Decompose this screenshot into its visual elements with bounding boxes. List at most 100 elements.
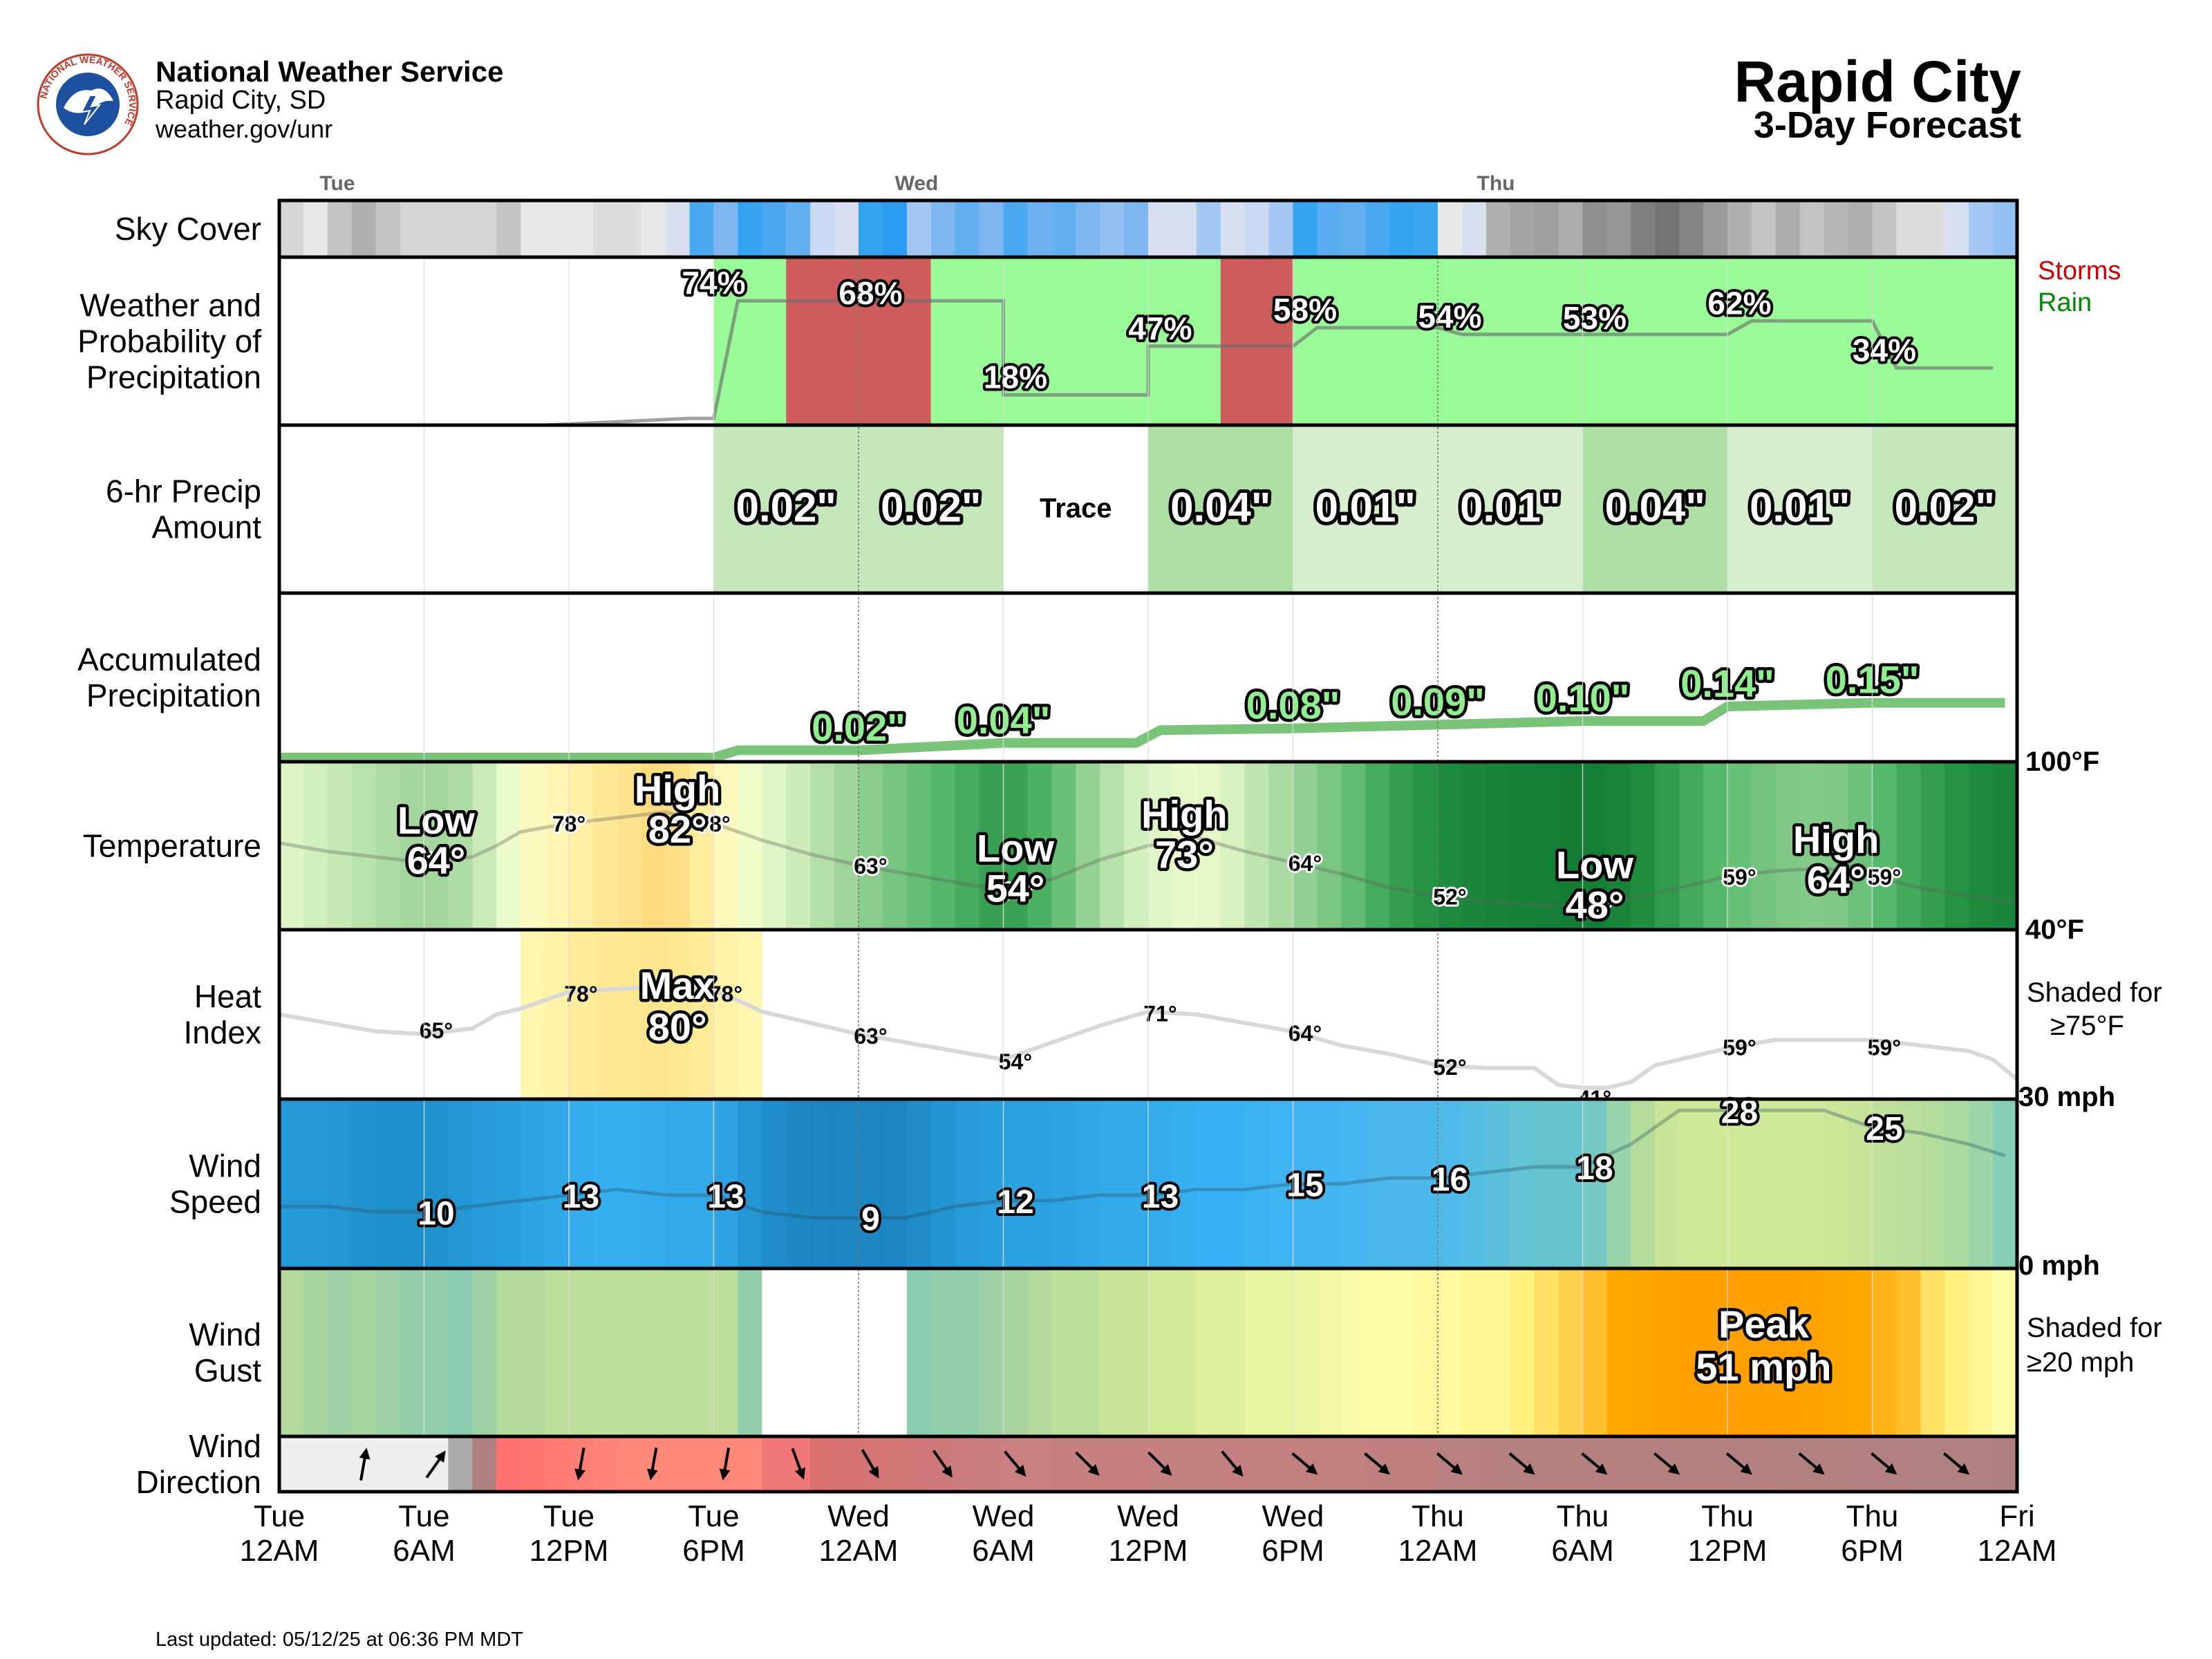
wind-dir-cell: [1244, 1436, 1270, 1492]
temp-cell: [762, 762, 787, 930]
panel-label-wdir: Wind: [189, 1428, 261, 1464]
wind-speed-cell: [1244, 1099, 1270, 1268]
logo-lightning-icon: [80, 95, 102, 125]
wind-speed-cell: [1438, 1099, 1463, 1268]
wind-speed-cell: [1679, 1099, 1704, 1268]
wind-gust-cell: [713, 1268, 739, 1436]
pop-label: 47%: [1128, 310, 1192, 346]
temp-cell: [1534, 762, 1559, 930]
wind-arrow-icon: [359, 1447, 371, 1481]
wind-gust-cell: [1655, 1268, 1680, 1436]
wind-speed-cell: [1920, 1099, 1945, 1268]
temp-extreme-value: 48°: [1566, 883, 1624, 927]
wind-dir-cell: [1751, 1436, 1777, 1492]
wind-arrow-icon: [425, 1450, 446, 1479]
panel-label-heat: Heat: [194, 979, 261, 1015]
wind-gust-cell: [1389, 1268, 1414, 1436]
temp-cell: [1268, 762, 1294, 930]
sky-cover-cell: [1848, 200, 1873, 257]
temp-cell: [713, 762, 739, 930]
heat-shade-cell: [521, 930, 545, 1099]
gust-peak-value: 51 mph: [1696, 1345, 1831, 1389]
temp-cell: [375, 762, 401, 930]
panel-label-heat: Index: [183, 1015, 261, 1051]
pop-label: 58%: [1273, 292, 1337, 328]
temp-cell: [1196, 762, 1221, 930]
sky-cover-cell: [906, 200, 932, 257]
x-tick-day: Thu: [1412, 1499, 1464, 1533]
sky-cover-cell: [689, 200, 715, 257]
wind-speed-label: 13: [707, 1179, 744, 1215]
wind-speed-cell: [1341, 1099, 1366, 1268]
wind-dir-cell: [1703, 1436, 1728, 1492]
wind-axis-max: 30 mph: [2018, 1082, 2115, 1112]
wind-speed-cell: [1969, 1099, 1994, 1268]
heat-point-label: 52°: [1433, 1055, 1466, 1080]
heat-shade-cell: [689, 930, 715, 1099]
sky-cover-cell: [1799, 200, 1825, 257]
sky-cover-cell: [1920, 200, 1945, 257]
wind-dir-cell: [882, 1436, 908, 1492]
wind-gust-cell: [762, 1268, 787, 1436]
wind-speed-cell: [882, 1099, 908, 1268]
temp-cell: [1485, 762, 1511, 930]
wind-gust-cell: [1944, 1268, 1969, 1436]
qpf-label: 0.04": [1605, 485, 1705, 531]
sky-cover-cell: [979, 200, 1004, 257]
wind-dir-cell: [1485, 1436, 1511, 1492]
wind-gust-cell: [617, 1268, 642, 1436]
wind-gust-cell: [496, 1268, 521, 1436]
wind-dir-cell: [303, 1436, 328, 1492]
sky-cover-cell: [1268, 200, 1294, 257]
panel-label-sky: Sky Cover: [115, 211, 261, 247]
wind-gust-cell: [545, 1268, 570, 1436]
sky-cover-cell: [375, 200, 401, 257]
wind-speed-cell: [1389, 1099, 1414, 1268]
temp-cell: [1969, 762, 1994, 930]
wind-speed-cell: [375, 1099, 401, 1268]
sky-cover-cell: [762, 200, 787, 257]
wind-gust-cell: [810, 1268, 835, 1436]
wind-dir-cell: [472, 1436, 497, 1492]
wind-dir-cell: [617, 1436, 642, 1492]
sky-cover-cell: [1027, 200, 1052, 257]
wind-arrow-icon: [1291, 1452, 1318, 1475]
wind-speed-cell: [1727, 1099, 1752, 1268]
temp-cell: [1003, 762, 1029, 930]
wind-speed-label: 25: [1866, 1111, 1902, 1147]
temp-cell: [617, 762, 642, 930]
heat-point-label: 78°: [709, 982, 742, 1006]
wind-speed-cell: [859, 1099, 883, 1268]
wind-dir-cell: [279, 1436, 304, 1492]
org-name: National Weather Service: [156, 55, 504, 88]
wind-gust-cell: [1196, 1268, 1221, 1436]
temp-extreme-kind: Low: [1556, 843, 1633, 887]
heat-shade-note: ≥75°F: [2050, 1011, 2124, 1041]
sky-cover-cell: [786, 200, 811, 257]
temp-cell: [521, 762, 545, 930]
temp-cell: [834, 762, 859, 930]
panel-label-wspd: Wind: [189, 1148, 261, 1184]
temp-cell: [641, 762, 666, 930]
x-tick-time: 6PM: [682, 1534, 744, 1568]
wind-gust-cell: [1003, 1268, 1029, 1436]
weather-block-rain: [930, 257, 1221, 425]
temp-cell: [786, 762, 811, 930]
wind-gust-cell: [738, 1268, 762, 1436]
sky-cover-cell: [1993, 200, 2018, 257]
x-tick-time: 12AM: [819, 1534, 899, 1568]
wind-gust-cell: [1775, 1268, 1801, 1436]
temp-cell: [1438, 762, 1463, 930]
sky-cover-cell: [1485, 200, 1511, 257]
wind-gust-cell: [279, 1268, 304, 1436]
x-tick-day: Wed: [973, 1499, 1035, 1533]
wind-speed-cell: [1631, 1099, 1656, 1268]
wind-dir-cell: [1993, 1436, 2018, 1492]
temp-cell: [930, 762, 956, 930]
wind-dir-cell: [1558, 1436, 1584, 1492]
temp-cell: [1341, 762, 1366, 930]
sky-cover-cell: [1558, 200, 1584, 257]
wind-gust-cell: [859, 1268, 883, 1436]
wind-gust-cell: [1606, 1268, 1631, 1436]
wind-dir-cell: [592, 1436, 618, 1492]
